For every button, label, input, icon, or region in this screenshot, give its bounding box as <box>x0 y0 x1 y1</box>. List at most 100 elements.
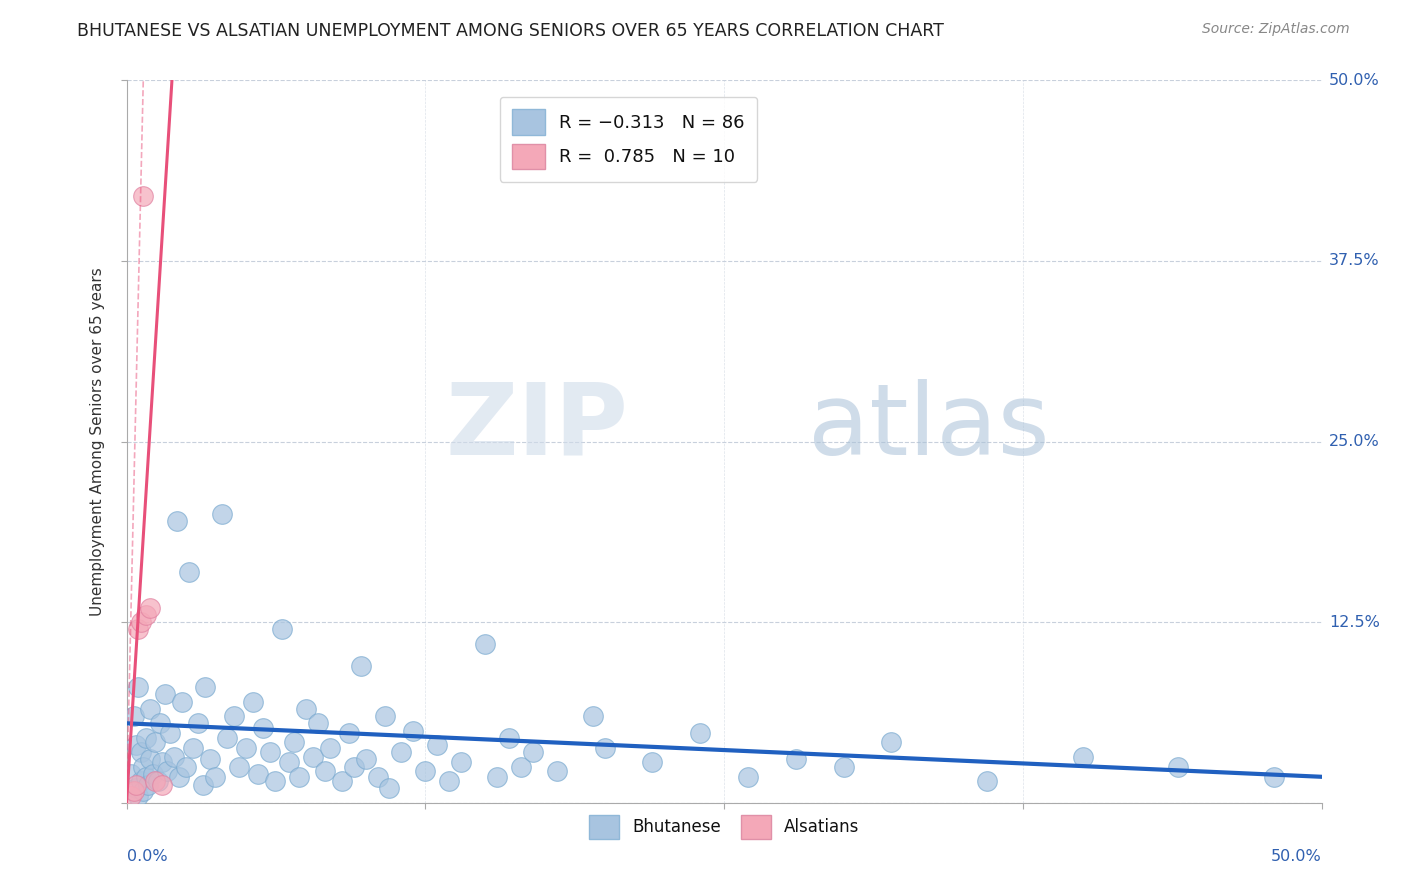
Point <box>593 740 616 755</box>
Point <box>143 774 166 789</box>
Point <box>378 781 401 796</box>
Point <box>183 740 205 755</box>
Point <box>174 760 197 774</box>
Point <box>287 770 309 784</box>
Point <box>129 615 152 630</box>
Y-axis label: Unemployment Among Seniors over 65 years: Unemployment Among Seniors over 65 years <box>90 268 105 615</box>
Point <box>374 709 396 723</box>
Point <box>194 680 217 694</box>
Text: BHUTANESE VS ALSATIAN UNEMPLOYMENT AMONG SENIORS OVER 65 YEARS CORRELATION CHART: BHUTANESE VS ALSATIAN UNEMPLOYMENT AMONG… <box>77 22 945 40</box>
Point <box>187 716 209 731</box>
Text: 50.0%: 50.0% <box>1271 849 1322 864</box>
Text: 25.0%: 25.0% <box>1329 434 1379 449</box>
Point <box>142 767 165 781</box>
Point <box>318 740 342 755</box>
Point <box>314 764 336 778</box>
Point <box>235 740 257 755</box>
Point <box>474 637 496 651</box>
Point <box>283 735 305 749</box>
Point <box>546 764 568 778</box>
Point <box>170 695 193 709</box>
Point <box>120 789 142 803</box>
Text: Source: ZipAtlas.com: Source: ZipAtlas.com <box>1202 22 1350 37</box>
Point <box>880 735 903 749</box>
Point <box>127 680 149 694</box>
Point <box>354 752 377 766</box>
Point <box>215 731 238 745</box>
Point <box>132 760 155 774</box>
Point <box>278 756 301 770</box>
Point <box>127 789 149 803</box>
Point <box>120 767 142 781</box>
Point <box>498 731 520 745</box>
Point <box>156 764 179 778</box>
Point <box>146 774 169 789</box>
Point <box>150 756 174 770</box>
Point <box>125 781 148 796</box>
Point <box>135 607 157 622</box>
Point <box>136 779 159 793</box>
Point <box>263 774 285 789</box>
Point <box>439 774 461 789</box>
Text: 37.5%: 37.5% <box>1329 253 1379 268</box>
Point <box>252 721 274 735</box>
Point <box>135 731 157 745</box>
Point <box>426 738 449 752</box>
Point <box>391 745 413 759</box>
Point <box>129 745 152 759</box>
Point <box>785 752 807 766</box>
Point <box>153 687 176 701</box>
Point <box>228 760 250 774</box>
Point <box>486 770 509 784</box>
Point <box>302 749 325 764</box>
Point <box>1071 749 1094 764</box>
Point <box>366 770 388 784</box>
Point <box>1167 760 1189 774</box>
Point <box>247 767 270 781</box>
Point <box>135 770 157 784</box>
Point <box>737 770 759 784</box>
Text: 50.0%: 50.0% <box>1329 73 1379 87</box>
Point <box>450 756 472 770</box>
Point <box>582 709 605 723</box>
Point <box>204 770 226 784</box>
Point <box>149 716 172 731</box>
Point <box>143 735 166 749</box>
Point <box>259 745 281 759</box>
Point <box>976 774 998 789</box>
Point <box>139 752 162 766</box>
Point <box>242 695 264 709</box>
Point <box>832 760 855 774</box>
Point <box>122 784 145 798</box>
Point <box>150 779 174 793</box>
Point <box>163 749 186 764</box>
Point <box>343 760 366 774</box>
Point <box>177 565 200 579</box>
Text: atlas: atlas <box>807 378 1049 475</box>
Point <box>211 507 233 521</box>
Point <box>166 514 188 528</box>
Point <box>337 726 360 740</box>
Point <box>159 726 181 740</box>
Point <box>1263 770 1285 784</box>
Point <box>132 784 155 798</box>
Point <box>139 600 162 615</box>
Point <box>413 764 436 778</box>
Point <box>139 702 162 716</box>
Point <box>294 702 316 716</box>
Point <box>270 623 294 637</box>
Point <box>402 723 425 738</box>
Point <box>125 779 148 793</box>
Point <box>167 770 190 784</box>
Text: 0.0%: 0.0% <box>127 849 167 864</box>
Point <box>132 189 155 203</box>
Point <box>307 716 329 731</box>
Text: ZIP: ZIP <box>446 378 628 475</box>
Point <box>125 738 148 752</box>
Point <box>200 752 222 766</box>
Legend: Bhutanese, Alsatians: Bhutanese, Alsatians <box>579 805 869 848</box>
Point <box>641 756 664 770</box>
Point <box>222 709 246 723</box>
Point <box>689 726 711 740</box>
Point <box>330 774 353 789</box>
